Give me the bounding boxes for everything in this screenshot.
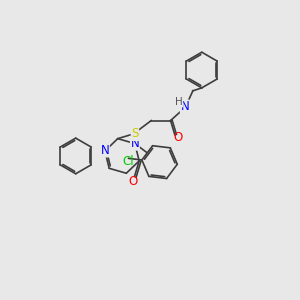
Text: Cl: Cl [123,155,134,168]
Text: O: O [173,131,182,144]
Text: S: S [131,128,139,140]
Text: O: O [128,176,138,188]
Text: N: N [100,144,109,157]
Text: N: N [130,137,139,150]
Text: H: H [175,97,183,107]
Text: N: N [180,100,189,113]
